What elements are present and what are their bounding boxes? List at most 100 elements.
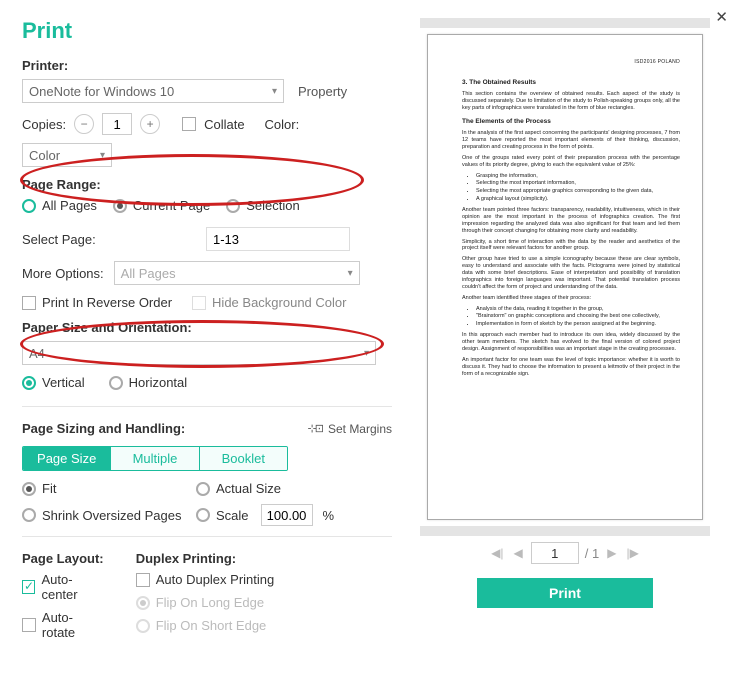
- scale-radio[interactable]: [196, 508, 210, 522]
- pager-prev-icon[interactable]: ◀: [512, 544, 525, 562]
- preview-bottom-strip: [420, 526, 710, 536]
- scale-input[interactable]: [261, 504, 313, 526]
- print-preview-page: ISD2016 POLAND 3. The Obtained Results T…: [427, 34, 703, 520]
- vertical-radio[interactable]: [22, 376, 36, 390]
- pager-first-icon[interactable]: ◀|: [489, 544, 505, 562]
- preview-p1: This section contains the overview of ob…: [462, 91, 680, 112]
- printer-selected: OneNote for Windows 10: [29, 84, 174, 99]
- copies-increment[interactable]: +: [140, 114, 160, 134]
- printer-label: Printer:: [22, 58, 392, 73]
- copies-decrement[interactable]: −: [74, 114, 94, 134]
- page-range-label: Page Range:: [22, 177, 392, 192]
- preview-h2: The Elements of the Process: [462, 118, 680, 126]
- auto-duplex-label: Auto Duplex Printing: [156, 572, 275, 587]
- fit-label: Fit: [42, 481, 56, 496]
- print-button[interactable]: Print: [477, 578, 653, 608]
- more-options-select[interactable]: All Pages ▾: [114, 261, 360, 285]
- color-selected: Color: [29, 148, 60, 163]
- shrink-radio[interactable]: [22, 508, 36, 522]
- more-options-label: More Options:: [22, 266, 104, 281]
- flip-long-label: Flip On Long Edge: [156, 595, 264, 610]
- flip-short-label: Flip On Short Edge: [156, 618, 267, 633]
- printer-property-link[interactable]: Property: [298, 84, 347, 99]
- selection-label: Selection: [246, 198, 299, 213]
- shrink-label: Shrink Oversized Pages: [42, 508, 181, 523]
- preview-p5: Simplicity, a short time of interaction …: [462, 239, 680, 253]
- pager-page-input[interactable]: [531, 542, 579, 564]
- copies-label: Copies:: [22, 117, 66, 132]
- tab-multiple[interactable]: Multiple: [111, 447, 199, 470]
- printer-select[interactable]: OneNote for Windows 10 ▾: [22, 79, 284, 103]
- collate-checkbox[interactable]: [182, 117, 196, 131]
- flip-short-radio: [136, 619, 150, 633]
- auto-center-label: Auto-center: [41, 572, 105, 602]
- color-label: Color:: [265, 117, 300, 132]
- preview-top-strip: [420, 18, 710, 28]
- preview-b3: Selecting the most appropriate graphics …: [476, 188, 680, 195]
- preview-b4: A graphical layout (simplicity).: [476, 196, 680, 203]
- preview-p7: Another team identified three stages of …: [462, 295, 680, 302]
- selection-radio[interactable]: [226, 199, 240, 213]
- paper-label: Paper Size and Orientation:: [22, 320, 392, 335]
- actual-size-label: Actual Size: [216, 481, 281, 496]
- dialog-title: Print: [22, 18, 392, 44]
- scale-unit: %: [323, 508, 335, 523]
- collate-label: Collate: [204, 117, 244, 132]
- current-page-radio[interactable]: [113, 199, 127, 213]
- preview-b2: Selecting the most important information…: [476, 180, 680, 187]
- color-select[interactable]: Color ▾: [22, 143, 112, 167]
- tab-page-size[interactable]: Page Size: [23, 447, 111, 470]
- sizing-label: Page Sizing and Handling:: [22, 421, 185, 436]
- auto-duplex-checkbox[interactable]: [136, 573, 150, 587]
- vertical-label: Vertical: [42, 375, 85, 390]
- preview-b7: Implementation in form of sketch by the …: [476, 321, 680, 328]
- paper-size-select[interactable]: A4 ▾: [22, 341, 376, 365]
- caret-down-icon: ▾: [364, 348, 369, 359]
- close-icon[interactable]: ✕: [715, 8, 728, 26]
- preview-h1: 3. The Obtained Results: [462, 79, 680, 87]
- preview-b5: Analysis of the data, reading it togethe…: [476, 306, 680, 313]
- fit-radio[interactable]: [22, 482, 36, 496]
- set-margins-label: Set Margins: [328, 422, 392, 436]
- preview-p2: In the analysis of the first aspect conc…: [462, 130, 680, 151]
- preview-p3: One of the groups rated every point of t…: [462, 155, 680, 169]
- copies-input[interactable]: [102, 113, 132, 135]
- caret-down-icon: ▾: [100, 150, 105, 161]
- all-pages-radio[interactable]: [22, 199, 36, 213]
- auto-rotate-checkbox[interactable]: [22, 618, 36, 632]
- set-margins-button[interactable]: ⊹⊡ Set Margins: [308, 422, 392, 436]
- flip-long-radio: [136, 596, 150, 610]
- select-page-input[interactable]: [206, 227, 350, 251]
- pager-last-icon[interactable]: |▶: [624, 544, 640, 562]
- duplex-label: Duplex Printing:: [136, 551, 392, 566]
- scale-label: Scale: [216, 508, 249, 523]
- hide-bg-label: Hide Background Color: [212, 295, 346, 310]
- preview-p8: In this approach each member had to intr…: [462, 332, 680, 353]
- all-pages-label: All Pages: [42, 198, 97, 213]
- paper-size-value: A4: [29, 346, 45, 361]
- more-options-value: All Pages: [121, 266, 176, 281]
- pager-next-icon[interactable]: ▶: [605, 544, 618, 562]
- auto-rotate-label: Auto-rotate: [42, 610, 106, 640]
- horizontal-label: Horizontal: [129, 375, 188, 390]
- actual-size-radio[interactable]: [196, 482, 210, 496]
- preview-b6: "Brainstorm" on graphic conceptions and …: [476, 313, 680, 320]
- preview-p9: An important factor for one team was the…: [462, 357, 680, 378]
- select-page-label: Select Page:: [22, 232, 106, 247]
- tab-booklet[interactable]: Booklet: [200, 447, 287, 470]
- preview-header: ISD2016 POLAND: [462, 59, 680, 65]
- margins-icon: ⊹⊡: [308, 422, 322, 435]
- current-page-label: Current Page: [133, 198, 210, 213]
- hide-bg-checkbox[interactable]: [192, 296, 206, 310]
- auto-center-checkbox[interactable]: [22, 580, 35, 594]
- caret-down-icon: ▾: [348, 268, 353, 279]
- caret-down-icon: ▾: [272, 86, 277, 97]
- reverse-order-checkbox[interactable]: [22, 296, 36, 310]
- pager-total: / 1: [585, 546, 599, 561]
- preview-p6: Other group have tried to use a simple i…: [462, 256, 680, 290]
- preview-p4: Another team pointed three factors: tran…: [462, 207, 680, 235]
- page-layout-label: Page Layout:: [22, 551, 106, 566]
- preview-b1: Grasping the information,: [476, 173, 680, 180]
- horizontal-radio[interactable]: [109, 376, 123, 390]
- reverse-order-label: Print In Reverse Order: [42, 295, 172, 310]
